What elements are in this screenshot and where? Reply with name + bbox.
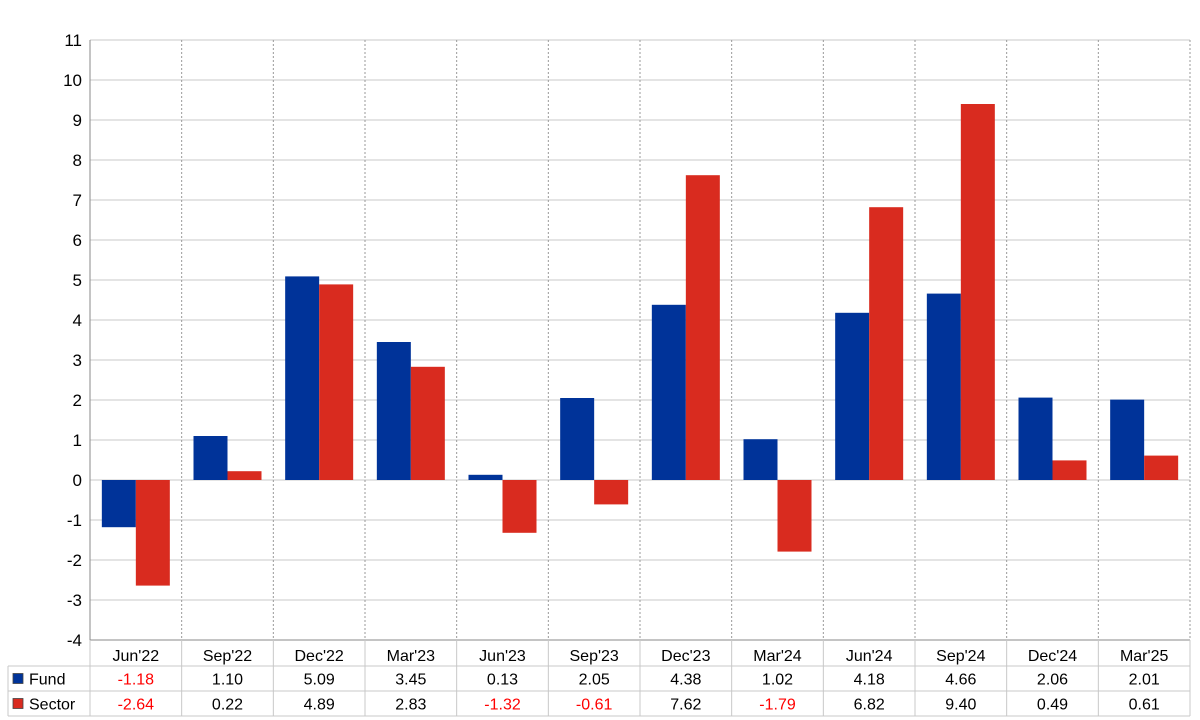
x-category-label: Sep'23: [570, 648, 619, 665]
bar-fund-8: [835, 312, 870, 480]
bar-sector-5: [594, 480, 629, 505]
data-label-sector: 0.22: [212, 697, 243, 714]
y-tick-label: 6: [73, 231, 82, 250]
y-tick-label: 9: [73, 111, 82, 130]
x-category-label: Jun'22: [113, 648, 160, 665]
bar-fund-2: [285, 276, 320, 480]
y-tick-label: -2: [67, 551, 82, 570]
y-tick-label: 7: [73, 191, 82, 210]
data-label-fund: 4.18: [854, 672, 885, 689]
data-label-fund: 2.05: [579, 672, 610, 689]
x-category-label: Mar'25: [1120, 648, 1169, 665]
y-tick-label: 1: [73, 431, 82, 450]
y-tick-label: -4: [67, 631, 82, 650]
bar-sector-4: [502, 480, 537, 533]
y-tick-label: -3: [67, 591, 82, 610]
data-label-fund: 0.13: [487, 672, 518, 689]
bar-sector-11: [1144, 455, 1179, 480]
y-tick-label: 5: [73, 271, 82, 290]
y-tick-label: 2: [73, 391, 82, 410]
bar-sector-1: [227, 471, 262, 480]
legend-swatch-fund: [12, 673, 24, 684]
y-tick-label: 10: [63, 71, 82, 90]
data-label-fund: 1.10: [212, 672, 243, 689]
data-label-sector: 6.82: [854, 697, 885, 714]
bar-sector-3: [410, 366, 445, 480]
data-label-fund: 3.45: [395, 672, 426, 689]
y-tick-label: 4: [73, 311, 82, 330]
x-category-label: Dec'24: [1028, 648, 1077, 665]
data-label-sector: -1.32: [484, 697, 521, 714]
bar-sector-2: [319, 284, 354, 480]
bar-sector-8: [869, 207, 904, 480]
bar-sector-6: [685, 175, 720, 480]
bar-sector-10: [1052, 460, 1087, 480]
data-label-sector: 7.62: [670, 697, 701, 714]
data-label-fund: 2.01: [1129, 672, 1160, 689]
data-label-sector: 0.49: [1037, 697, 1068, 714]
x-category-label: Sep'22: [203, 648, 252, 665]
data-label-fund: 4.66: [945, 672, 976, 689]
y-tick-label: 3: [73, 351, 82, 370]
bar-sector-9: [960, 104, 995, 480]
bar-fund-0: [101, 480, 136, 528]
bar-fund-11: [1110, 399, 1145, 480]
data-label-sector: 9.40: [945, 697, 976, 714]
data-label-fund: 5.09: [304, 672, 335, 689]
bar-fund-9: [926, 293, 961, 480]
bar-fund-3: [376, 342, 411, 480]
bar-fund-4: [468, 474, 503, 480]
bar-fund-1: [193, 436, 228, 480]
y-tick-label: -1: [67, 511, 82, 530]
legend-label-sector: Sector: [29, 697, 76, 714]
x-category-label: Jun'23: [479, 648, 526, 665]
x-category-label: Mar'24: [753, 648, 802, 665]
bar-fund-6: [651, 304, 686, 480]
bar-fund-10: [1018, 397, 1053, 480]
data-label-fund: -1.18: [118, 672, 155, 689]
data-label-sector: -0.61: [576, 697, 613, 714]
y-tick-label: 11: [64, 31, 82, 50]
data-label-sector: -1.79: [759, 697, 796, 714]
bar-fund-5: [560, 398, 595, 480]
x-category-label: Mar'23: [387, 648, 436, 665]
x-category-label: Sep'24: [936, 648, 985, 665]
legend-label-fund: Fund: [29, 672, 65, 689]
x-category-label: Jun'24: [846, 648, 893, 665]
data-label-fund: 4.38: [670, 672, 701, 689]
bar-sector-0: [135, 480, 170, 586]
bar-sector-7: [777, 480, 812, 552]
y-tick-label: 8: [73, 151, 82, 170]
data-label-fund: 1.02: [762, 672, 793, 689]
data-label-sector: -2.64: [118, 697, 155, 714]
data-label-sector: 2.83: [395, 697, 426, 714]
data-label-fund: 2.06: [1037, 672, 1068, 689]
y-tick-label: 0: [73, 471, 82, 490]
bar-fund-7: [743, 439, 778, 480]
data-label-sector: 0.61: [1129, 697, 1160, 714]
x-category-label: Dec'22: [295, 648, 344, 665]
legend-swatch-sector: [12, 698, 24, 709]
data-label-sector: 4.89: [304, 697, 335, 714]
x-category-label: Dec'23: [661, 648, 710, 665]
